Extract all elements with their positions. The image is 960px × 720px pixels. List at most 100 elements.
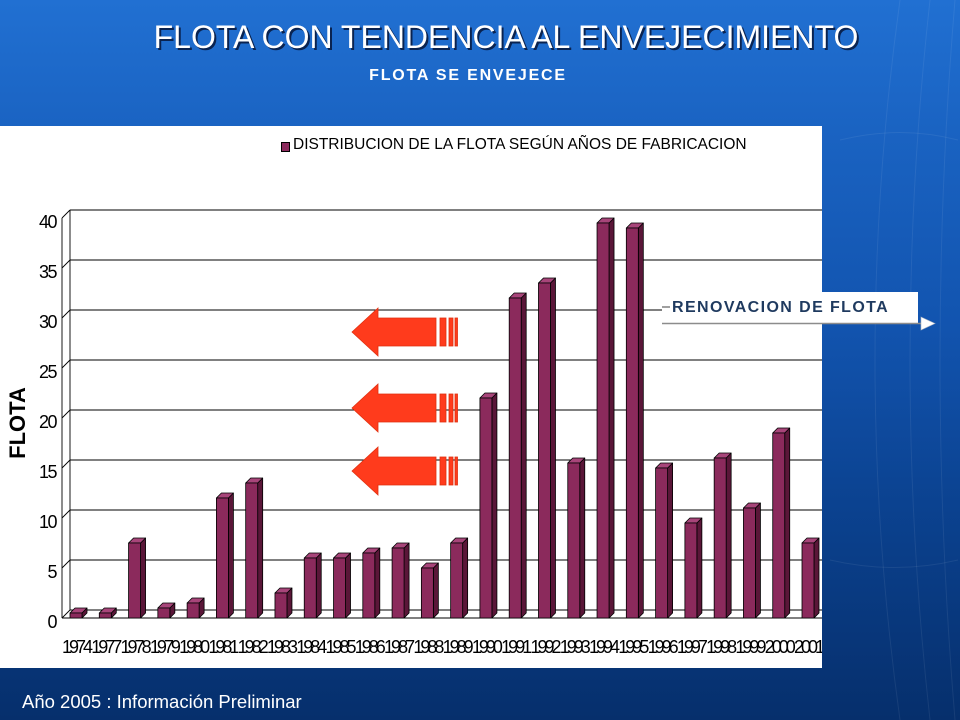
- bar-side-face: [813, 537, 820, 619]
- bar-side-face: [227, 492, 234, 619]
- x-tick-label: 1992: [530, 637, 561, 657]
- chart-panel: 0 5 10 15 20 25 30 35 40 1974 1977 1978 1979 1980 198…: [0, 126, 822, 668]
- y-axis-tick-labels: 0 5 10 15 20 25 30 35 40: [39, 212, 59, 632]
- x-tick-label: 2000: [765, 637, 796, 657]
- x-tick-label: 1988: [413, 637, 444, 657]
- x-tick-label: 1986: [355, 637, 386, 657]
- bar-1974: [69, 607, 88, 619]
- x-tick-label: 1994: [589, 637, 620, 657]
- bar-side-face: [725, 452, 732, 619]
- background-pattern-lines: [829, 0, 959, 720]
- bar-front-face: [128, 542, 141, 619]
- y-tick-label: 25: [39, 362, 58, 382]
- x-tick-label: 1979: [150, 637, 181, 657]
- x-tick-label: 1996: [648, 637, 679, 657]
- bar-front-face: [538, 282, 551, 619]
- bar-front-face: [625, 227, 639, 619]
- bar-front-face: [420, 567, 434, 619]
- legend-label: DISTRIBUCION DE LA FLOTA SEGÚN AÑOS DE F…: [293, 136, 747, 153]
- gridline-wall-segment: [61, 209, 71, 219]
- y-tick-label: 0: [47, 612, 57, 632]
- background-arc: [909, 0, 931, 720]
- x-tick-label: 1989: [443, 637, 474, 657]
- bar-side-face: [784, 427, 791, 619]
- bar-side-face: [579, 457, 586, 619]
- bar-front-face: [274, 592, 288, 619]
- bar-front-face: [69, 612, 83, 619]
- bar-1987: [391, 542, 410, 619]
- x-tick-label: 1995: [618, 637, 649, 657]
- slide-title: FLOTA CON TENDENCIA AL ENVEJECIMIENTO: [153, 19, 859, 55]
- bar-front-face: [303, 557, 317, 619]
- background-arc: [829, 559, 959, 568]
- x-tick-label: 1981: [208, 637, 239, 657]
- bar-side-face: [667, 462, 673, 619]
- x-tick-label: 1993: [560, 637, 591, 657]
- x-axis-tick-labels: 1974 1977 1978 1979 1980 1981 1982 1983 1984 1985…: [62, 637, 822, 657]
- x-tick-label: 1991: [501, 637, 532, 657]
- bar-side-face: [462, 537, 469, 619]
- bar-front-face: [801, 542, 815, 619]
- y-tick-label: 30: [39, 312, 58, 332]
- bar-front-face: [362, 552, 376, 619]
- bar-front-face: [333, 557, 346, 619]
- bar-2000: [772, 427, 791, 619]
- bar-front-face: [157, 607, 171, 619]
- chart-gridlines: [61, 209, 822, 619]
- bar-front-face: [772, 432, 786, 619]
- renewal-annotation-label: RENOVACION DE FLOTA: [672, 299, 890, 316]
- x-tick-label: 1977: [91, 637, 122, 657]
- bar-1994: [596, 217, 615, 619]
- bar-side-face: [257, 477, 264, 619]
- y-tick-label: 20: [39, 412, 58, 432]
- chart-bars: [69, 217, 820, 619]
- bar-front-face: [450, 542, 464, 619]
- x-tick-label: 1985: [325, 637, 356, 657]
- bar-side-face: [637, 222, 644, 619]
- x-tick-label: 1999: [735, 637, 766, 657]
- bar-1977: [98, 607, 117, 619]
- bar-side-face: [491, 392, 498, 619]
- bar-front-face: [98, 612, 112, 619]
- renewal-annotation-box: RENOVACION DE FLOTA: [662, 292, 918, 323]
- bar-1996: [655, 462, 673, 619]
- x-tick-label: 1974: [62, 637, 93, 657]
- bar-side-face: [315, 552, 322, 619]
- bar-1990: [479, 392, 498, 619]
- background-arc: [939, 0, 956, 720]
- bar-1984: [303, 552, 322, 619]
- bar-front-face: [215, 497, 229, 619]
- bar-1993: [567, 457, 586, 619]
- x-tick-label: 1983: [267, 637, 298, 657]
- bar-front-face: [655, 467, 668, 619]
- gridline-wall-segment: [61, 259, 71, 269]
- bar-1998: [713, 452, 732, 619]
- bar-side-face: [140, 537, 146, 619]
- bar-side-face: [550, 277, 556, 619]
- gridline-wall-segment: [61, 359, 71, 369]
- bar-front-face: [567, 462, 581, 619]
- x-tick-label: 1978: [121, 637, 152, 657]
- slide-footer-note: Año 2005 : Información Preliminar: [22, 691, 302, 712]
- bar-side-face: [520, 292, 527, 619]
- x-tick-label: 1998: [706, 637, 737, 657]
- bar-1991: [508, 292, 527, 619]
- bar-front-face: [479, 397, 493, 619]
- bar-1989: [450, 537, 469, 619]
- bar-side-face: [608, 217, 615, 619]
- gridline-wall-segment: [61, 609, 71, 619]
- bar-1978: [128, 537, 146, 619]
- bar-1985: [333, 552, 351, 619]
- slide-subtitle: FLOTA SE ENVEJECE: [369, 67, 567, 84]
- bar-1983: [274, 587, 293, 619]
- bar-front-face: [508, 297, 522, 619]
- x-tick-label: 1982: [238, 637, 269, 657]
- bar-1980: [186, 597, 205, 619]
- bar-1992: [538, 277, 556, 619]
- bar-front-face: [391, 547, 405, 619]
- bar-1986: [362, 547, 381, 619]
- x-tick-label: 1987: [384, 637, 415, 657]
